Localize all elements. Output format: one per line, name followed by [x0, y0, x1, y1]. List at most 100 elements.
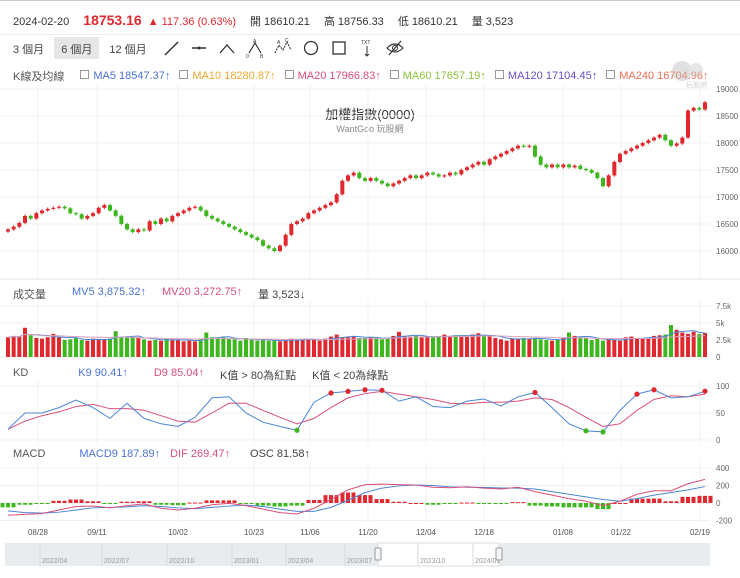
osc-bar [357, 495, 362, 503]
y-tick-label: 2.5k [716, 336, 732, 345]
volume-bar [334, 334, 339, 357]
dif-value: DIF 269.47↑ [170, 448, 231, 460]
osc-bar [51, 500, 56, 503]
quote-open: 開 18610.21 [250, 13, 310, 29]
candle [606, 175, 611, 187]
ma-checkbox[interactable] [606, 70, 616, 79]
volume-bar [419, 336, 424, 357]
ma-checkbox[interactable] [179, 70, 189, 79]
macd9-value: MACD9 187.89↑ [79, 448, 161, 460]
volume-bar [623, 337, 628, 357]
osc-bar [11, 503, 16, 508]
osc-bar [283, 503, 288, 507]
volume-bar [414, 335, 418, 357]
x-tick-label: 12/04 [416, 528, 437, 537]
navigator-handle[interactable] [495, 547, 503, 561]
osc-bar [130, 501, 135, 503]
osc-bar [578, 503, 583, 508]
volume-bar [113, 331, 118, 357]
volume-bar [221, 337, 226, 357]
quote-high: 高 18756.33 [324, 13, 384, 29]
candle [380, 180, 384, 184]
navigator-handle[interactable] [374, 547, 382, 561]
osc-bar [68, 499, 73, 503]
osc-bar [533, 503, 537, 506]
candle [436, 174, 441, 177]
rectangle-icon[interactable] [328, 38, 350, 58]
range-6m-button[interactable]: 6 個月 [54, 37, 100, 59]
volume-bar [448, 335, 452, 357]
osc-bar [448, 503, 452, 504]
candle [555, 164, 560, 168]
candle [300, 218, 305, 222]
volume-bar [374, 337, 379, 357]
candle [589, 170, 594, 173]
kd-red-dot [651, 387, 657, 393]
osc-bar [102, 503, 107, 504]
d9-line [7, 390, 706, 430]
kd-red-dot [634, 391, 640, 397]
candle [136, 229, 141, 233]
volume-bar [306, 338, 311, 357]
ma-toggle-ma240[interactable]: MA240 16704.96↑ [602, 70, 709, 82]
osc-bar [289, 503, 294, 506]
range-12m-button[interactable]: 12 個月 [109, 44, 147, 56]
osc-bar [442, 503, 447, 504]
volume-bar [153, 340, 158, 357]
range-3m-button[interactable]: 3 個月 [13, 44, 45, 56]
osc-bar [408, 503, 413, 504]
volume-bar [193, 341, 197, 357]
ma-toggle-ma10[interactable]: MA10 18280.87↑ [175, 70, 276, 82]
candle [584, 168, 588, 170]
text-arrow-icon[interactable]: TXT [356, 38, 378, 58]
volume-bar [34, 337, 39, 357]
volume-bar [11, 335, 16, 357]
angle-icon[interactable] [216, 38, 238, 58]
volume-bar [329, 336, 333, 357]
osc-bar [266, 503, 271, 506]
osc-bar [221, 500, 226, 503]
volume-bar [57, 337, 61, 357]
candle [470, 164, 475, 168]
svg-text:玩股網: 玩股網 [686, 80, 707, 88]
osc-bar [397, 501, 401, 503]
volume-bar [402, 335, 407, 357]
volume-bar [176, 340, 180, 357]
circle-icon[interactable] [300, 38, 322, 58]
volume-label: 量 [471, 16, 483, 28]
candle [329, 202, 333, 206]
osc-bar [278, 503, 282, 507]
candle [516, 145, 520, 149]
candle [289, 224, 294, 235]
candle [414, 175, 418, 179]
ma-checkbox[interactable] [494, 70, 504, 79]
candle [317, 207, 322, 211]
ma-checkbox[interactable] [389, 70, 399, 79]
horizontal-line-icon[interactable] [188, 38, 210, 58]
volume-bar [493, 337, 498, 357]
candle [640, 143, 645, 146]
y-tick-label: 17000 [716, 193, 739, 202]
y-tick-label: 0 [716, 353, 721, 362]
mv20-value: MV20 3,272.75↑ [162, 286, 243, 298]
navigator-label: 2022/04 [42, 558, 67, 565]
candle [657, 134, 662, 138]
trend-line-icon[interactable] [160, 38, 182, 58]
ma-toggle-ma20[interactable]: MA20 17966.83↑ [281, 70, 381, 82]
ma-toggle-ma120[interactable]: MA120 17104.45↑ [491, 70, 597, 82]
candle [544, 164, 549, 168]
volume-bar [91, 338, 95, 357]
abcd-pattern-icon[interactable]: A 0 B [244, 38, 266, 58]
ma-toggle-ma5[interactable]: MA5 18547.37↑ [76, 70, 170, 82]
hide-eye-icon[interactable] [384, 38, 406, 58]
candle [578, 165, 583, 169]
volume-bar [385, 337, 390, 357]
ma-checkbox[interactable] [80, 70, 90, 79]
osc-bar [28, 503, 33, 505]
osc-bar [170, 503, 175, 506]
k9-line [7, 389, 706, 433]
ma-toggle-ma60[interactable]: MA60 17657.19↑ [386, 70, 486, 82]
ma-checkbox[interactable] [284, 70, 294, 79]
